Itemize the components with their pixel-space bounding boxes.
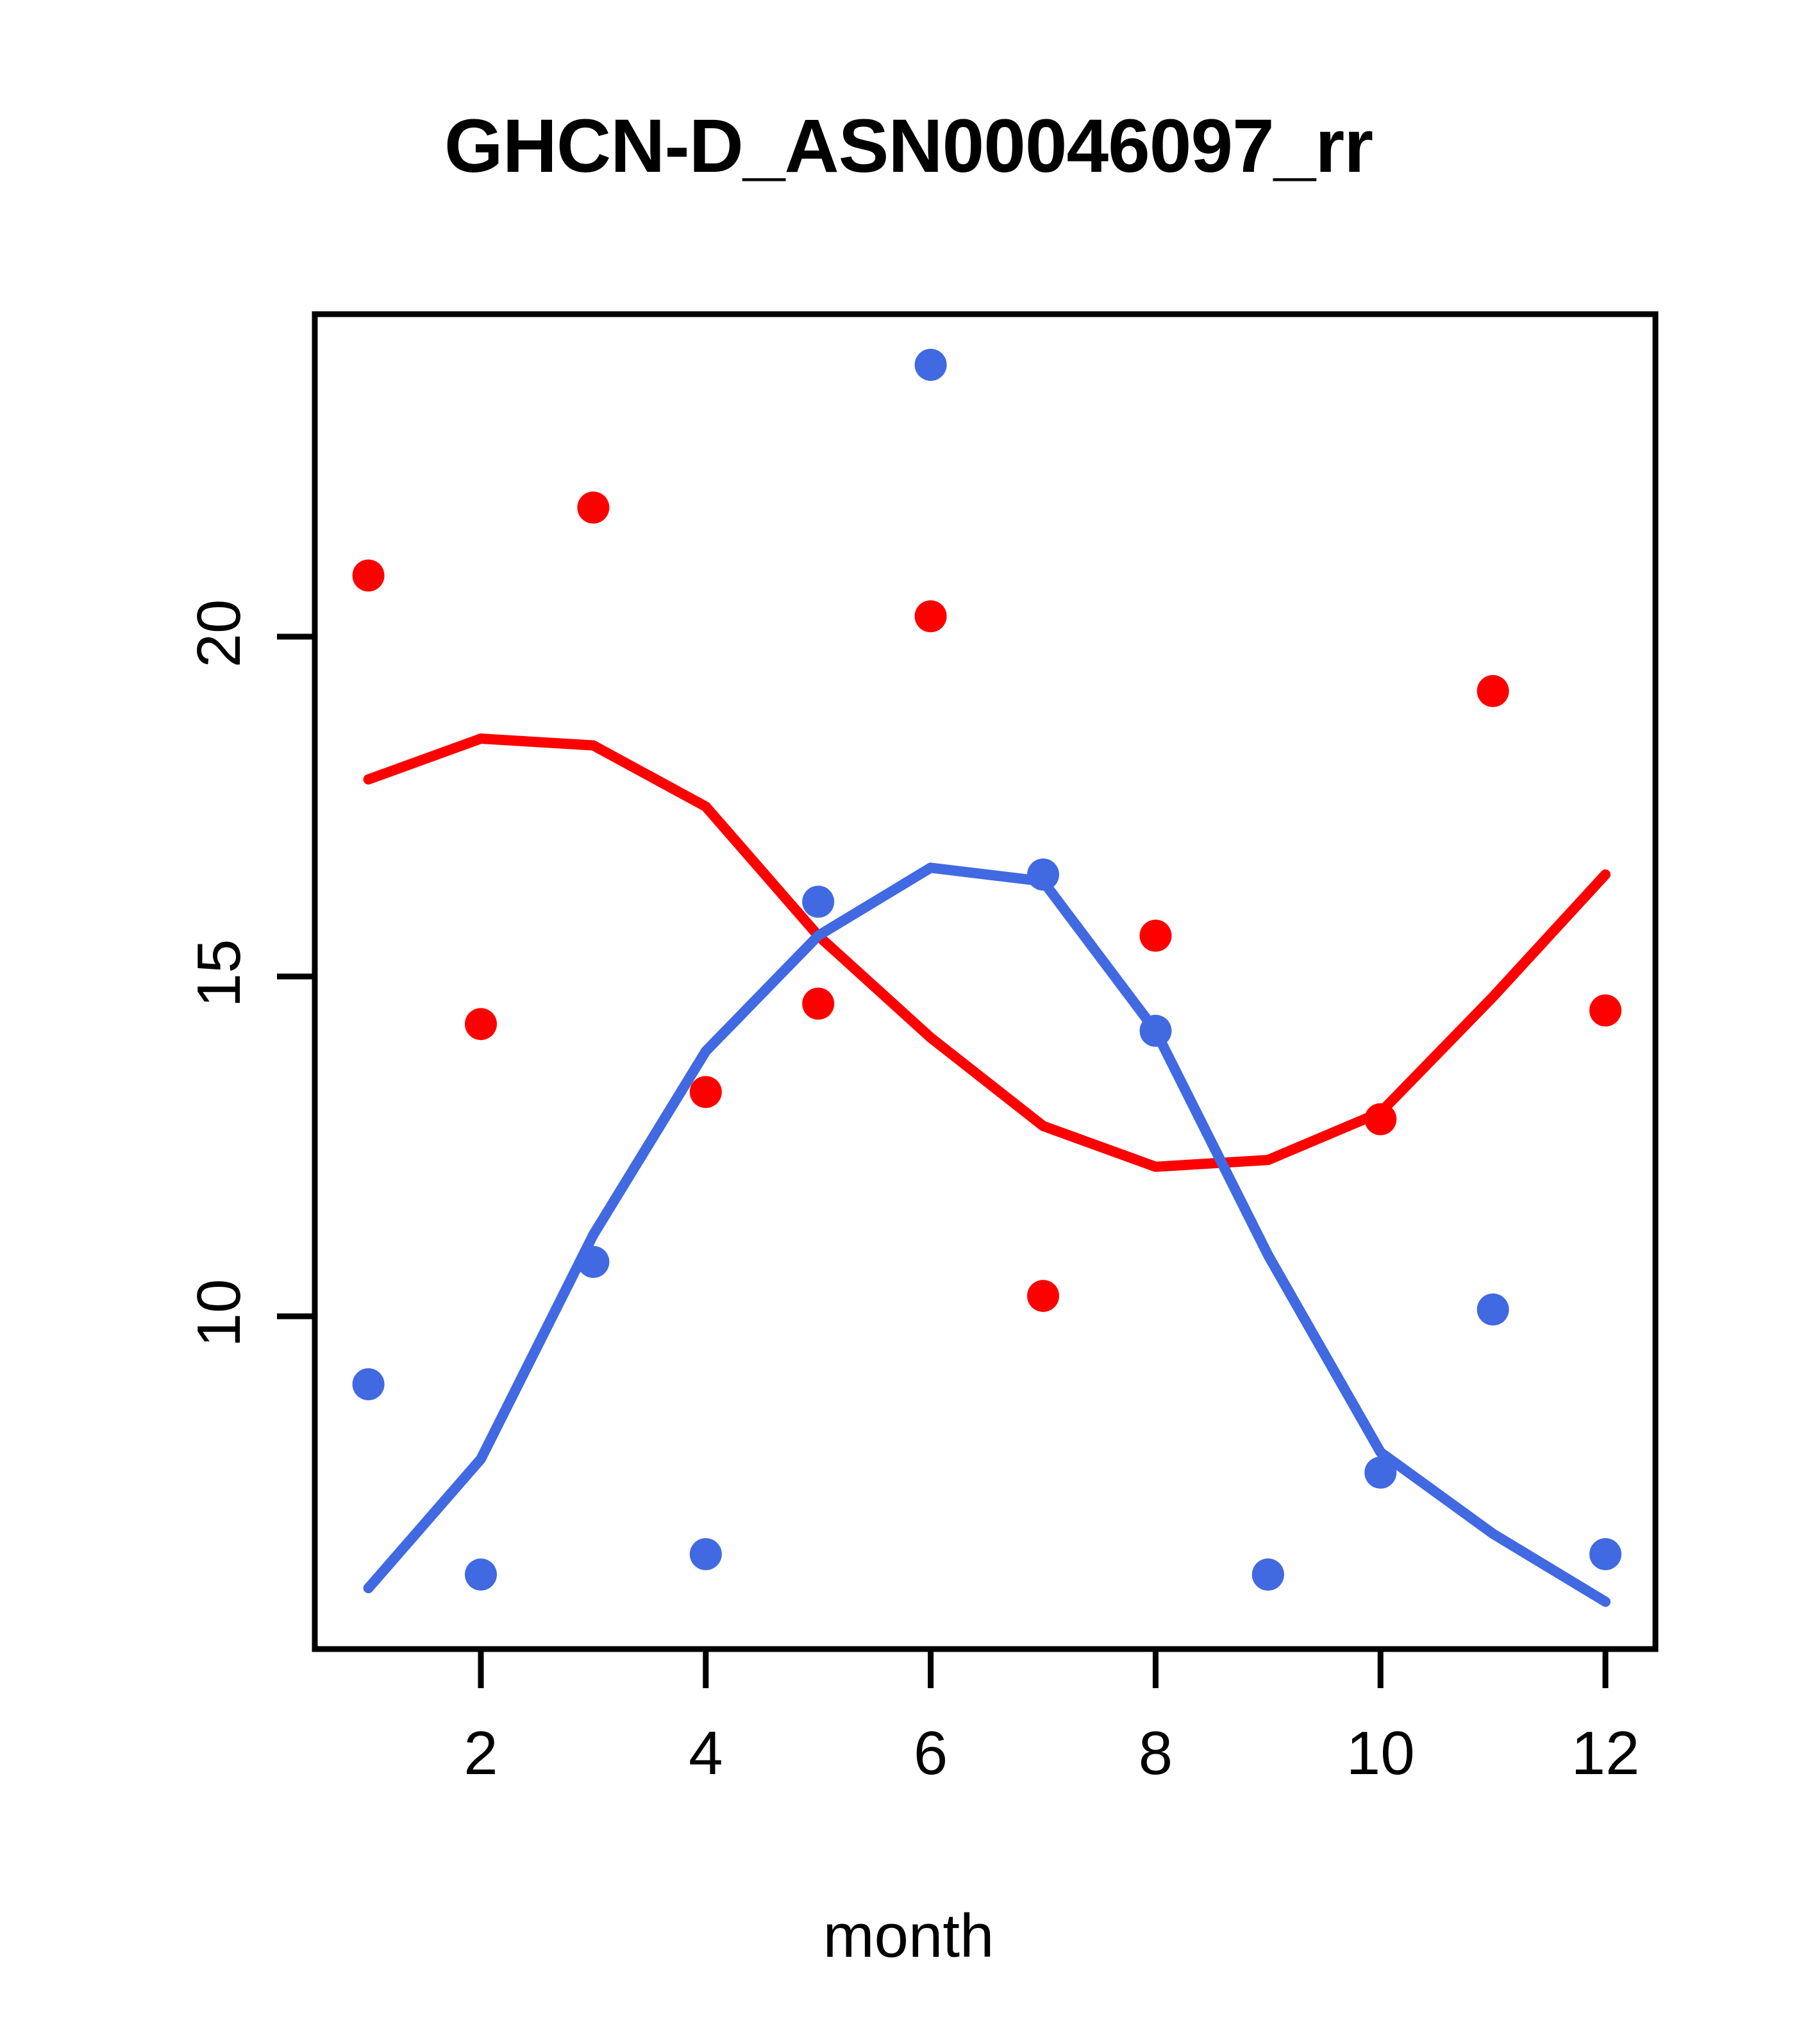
data-point: [1139, 1014, 1172, 1047]
data-point: [352, 559, 385, 592]
data-point: [802, 885, 835, 918]
x-axis-ticks: [478, 1649, 1609, 1688]
blue-data-points: [352, 349, 1621, 1591]
red-trend-line: [363, 733, 1611, 1172]
y-axis-ticks: [277, 633, 315, 1319]
data-point: [465, 1558, 497, 1591]
x-tick-label: 12: [1571, 1719, 1640, 1788]
data-point: [1027, 859, 1059, 891]
x-axis-title: month: [823, 1902, 994, 1970]
data-point: [1589, 994, 1621, 1026]
x-tick-label: 10: [1346, 1719, 1415, 1788]
data-point: [577, 491, 610, 524]
y-tick-label: 15: [185, 939, 253, 1008]
data-point: [1589, 1538, 1621, 1570]
data-point: [802, 987, 835, 1020]
y-tick-label: 10: [185, 1278, 253, 1348]
data-point: [1477, 1293, 1509, 1326]
data-point: [1364, 1456, 1397, 1489]
data-point: [1477, 674, 1509, 707]
data-point: [577, 1246, 610, 1278]
data-point: [689, 1538, 722, 1570]
x-tick-label: 6: [913, 1719, 948, 1788]
plot-frame: [312, 311, 1659, 1652]
data-point: [914, 349, 947, 381]
red-data-points: [352, 491, 1621, 1591]
data-point: [1139, 919, 1172, 952]
data-point: [1027, 1280, 1059, 1312]
data-point: [1252, 1558, 1284, 1591]
chart-title: GHCN-D_ASN00046097_rr: [444, 104, 1373, 188]
x-tick-label: 8: [1138, 1719, 1173, 1788]
blue-trend-line: [363, 862, 1611, 1607]
data-point: [689, 1076, 722, 1109]
x-tick-label: 2: [464, 1719, 498, 1788]
data-point: [1364, 1103, 1397, 1135]
x-tick-label: 4: [689, 1719, 723, 1788]
data-point: [914, 600, 947, 633]
data-point: [465, 1008, 497, 1041]
data-point: [352, 1368, 385, 1400]
y-tick-label: 20: [185, 599, 253, 668]
